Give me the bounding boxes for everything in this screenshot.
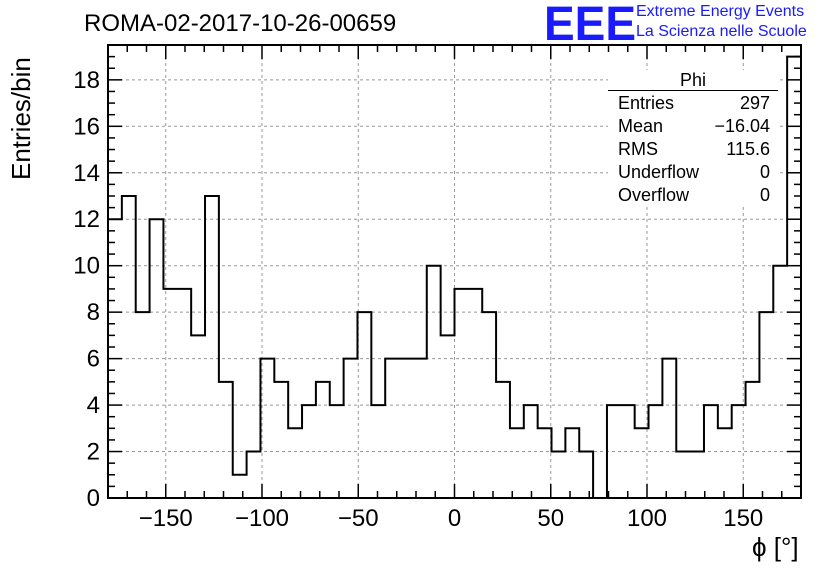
histogram-bin [288, 428, 302, 498]
logo-caption: Extreme Energy Events La Scienza nelle S… [636, 2, 807, 42]
histogram-bin [302, 405, 316, 498]
histogram-bin [676, 452, 690, 498]
histogram-bin [649, 405, 663, 498]
stats-value: 115.6 [726, 139, 770, 159]
histogram-bin [413, 359, 427, 498]
histogram-bin [260, 359, 274, 498]
y-tick-label: 12 [73, 206, 100, 233]
logo-letters: EEE [544, 0, 636, 44]
histogram-bin [607, 405, 621, 498]
axis-ticks [108, 44, 801, 499]
histogram-bin [177, 289, 191, 498]
histogram-bin [136, 312, 150, 498]
histogram-bin [621, 405, 635, 498]
stats-label: RMS [618, 139, 658, 159]
y-tick-label: 2 [87, 439, 100, 466]
x-tick-label: −50 [338, 505, 379, 532]
y-tick-label: 4 [87, 392, 100, 419]
histogram-bin [427, 266, 441, 498]
x-tick-label: 150 [723, 505, 763, 532]
histogram-bin [552, 452, 566, 498]
histogram-bin [163, 289, 177, 498]
histogram-bin [233, 475, 247, 498]
histogram-bin [330, 405, 344, 498]
histogram-bin [219, 382, 233, 498]
stats-label: Entries [618, 93, 675, 113]
histogram-bin [316, 382, 330, 498]
stats-row-rms: RMS 115.6 [608, 138, 778, 161]
histogram-bin [690, 452, 704, 498]
histogram-bin [565, 428, 579, 498]
stats-label: Mean [618, 116, 664, 136]
histogram-bin [468, 289, 482, 498]
x-tick-label: 100 [627, 505, 667, 532]
histogram-bin [662, 359, 676, 498]
histogram-bin [704, 405, 718, 498]
stats-row-underflow: Underflow 0 [608, 161, 778, 184]
histogram-bin [746, 382, 760, 498]
histogram-bin [150, 219, 164, 498]
stats-row-mean: Mean −16.04 [608, 115, 778, 138]
stats-histogram-name: Phi [679, 70, 706, 90]
histogram-bin [538, 428, 552, 498]
y-tick-label: 14 [73, 160, 100, 187]
eee-logo: EEE [544, 0, 636, 44]
histogram-bin [496, 382, 510, 498]
stats-label: Overflow [618, 185, 690, 205]
stats-divider [608, 90, 778, 91]
y-tick-label: 0 [87, 485, 100, 512]
logo-line-2: La Scienza nelle Scuole [636, 23, 807, 40]
histogram-bin [759, 312, 773, 498]
x-tick-label: 50 [537, 505, 564, 532]
y-tick-label: 16 [73, 113, 100, 140]
x-tick-label: 0 [448, 505, 461, 532]
histogram-bin [482, 312, 496, 498]
histogram-bin [371, 405, 385, 498]
stats-row-entries: Entries 297 [608, 92, 778, 115]
stats-box: Phi Entries 297 Mean −16.04 RMS 115.6 Under… [608, 70, 778, 207]
histogram-outline [108, 55, 801, 499]
histogram-bin [441, 335, 455, 498]
histogram-bin [455, 289, 469, 498]
histogram-bin [718, 428, 732, 498]
stats-value: 0 [759, 162, 770, 182]
histogram-bin [247, 452, 261, 498]
histogram-bin [524, 405, 538, 498]
logo-line-1: Extreme Energy Events [636, 3, 805, 20]
x-axis-label: ϕ [°] [752, 532, 799, 562]
y-tick-label: 10 [73, 253, 100, 280]
stats-value: 297 [739, 93, 770, 113]
x-tick-label: −100 [235, 505, 289, 532]
y-tick-label: 6 [87, 346, 100, 373]
histogram-bin [385, 359, 399, 498]
tick-labels: −150 −100 −50 0 50 100 150 0 2 4 6 8 10 12 14 16 18 [73, 67, 763, 532]
histogram-bin [635, 428, 649, 498]
histogram-bin [579, 452, 593, 498]
histogram-bin [787, 57, 801, 498]
y-tick-label: 18 [73, 67, 100, 94]
histogram-bin [399, 359, 413, 498]
histogram-bin [274, 382, 288, 498]
histogram-bin [732, 405, 746, 498]
stats-label: Underflow [618, 162, 700, 182]
histogram-bin [122, 196, 136, 498]
stats-value: 0 [759, 185, 770, 205]
histogram-bin [357, 312, 371, 498]
histogram-bin [108, 219, 122, 498]
histogram-bin [510, 428, 524, 498]
y-axis-label: Entries/bin [6, 57, 36, 180]
stats-value: −16.04 [714, 116, 770, 136]
y-tick-label: 8 [87, 299, 100, 326]
x-tick-label: −150 [139, 505, 193, 532]
run-title: ROMA-02-2017-10-26-00659 [84, 10, 397, 37]
stats-row-overflow: Overflow 0 [608, 184, 778, 207]
histogram-bin [773, 266, 787, 498]
histogram-bin [344, 359, 358, 498]
histogram-bin [191, 335, 205, 498]
histogram-bin [205, 196, 219, 498]
